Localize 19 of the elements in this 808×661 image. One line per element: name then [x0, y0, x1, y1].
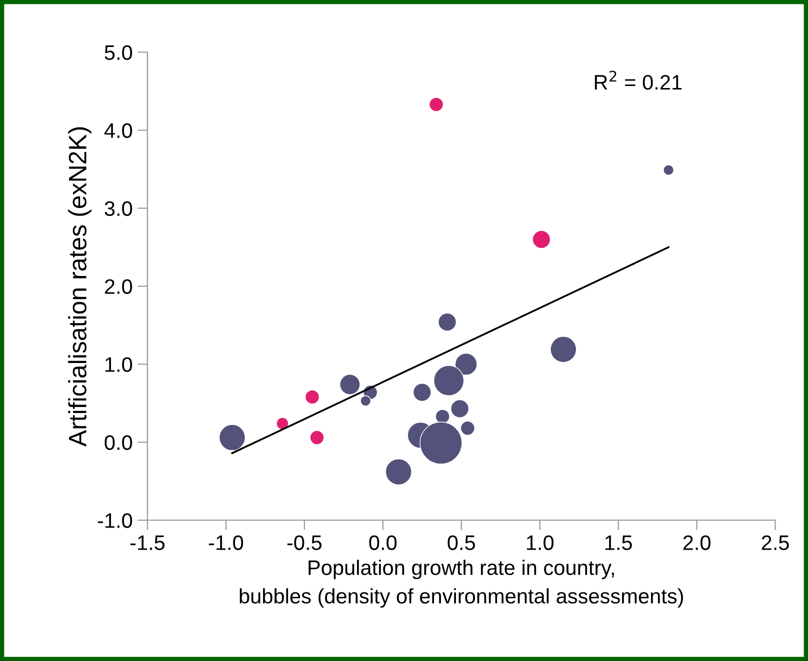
x-tick-label: -0.5	[287, 535, 322, 550]
x-tick-label: 2.5	[762, 535, 789, 550]
x-tick-label: 1.0	[526, 535, 554, 550]
y-axis-title: Artificialisation rates (exN2K)	[68, 127, 92, 447]
y-tick-label: 5.0	[104, 45, 132, 60]
x-tick-label: 0.0	[369, 535, 397, 550]
y-tick-label: 2.0	[104, 279, 132, 294]
x-tick-label: -1.0	[208, 535, 244, 550]
x-tick-label: 1.5	[605, 536, 632, 550]
y-tick-label: 4.0	[104, 123, 132, 138]
x-tick-label: 2.0	[683, 535, 710, 550]
x-tick-label: 0.5	[448, 535, 475, 550]
y-tick-label: 3.0	[104, 201, 132, 216]
x-tick-label: -1.5	[130, 536, 165, 550]
x-axis-title: Population growth rate in country, bubbles (density of environmental assessments)	[240, 560, 683, 608]
y-tick-label: 0.0	[104, 435, 132, 450]
y-tick-label: -1.0	[98, 513, 132, 528]
annotation: R$^{2}$ = 0.21	[594, 70, 682, 90]
y-tick-label: 1.0	[106, 357, 132, 372]
